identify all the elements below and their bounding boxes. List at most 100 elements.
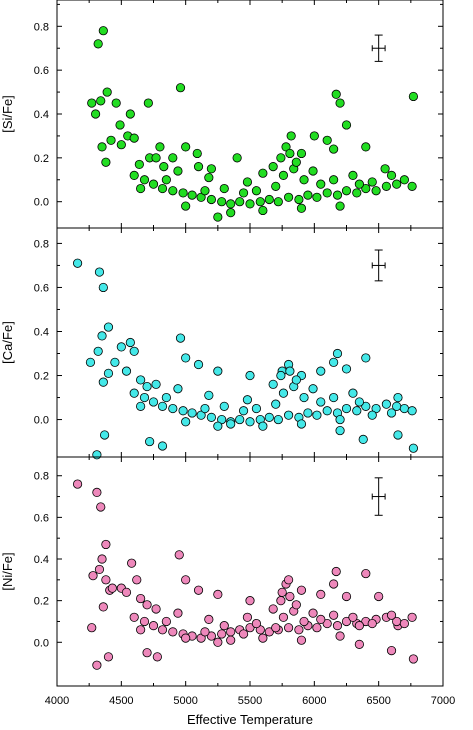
data-point xyxy=(329,357,339,367)
data-point xyxy=(296,148,307,159)
data-point xyxy=(386,646,397,656)
data-point xyxy=(309,131,319,141)
data-point xyxy=(94,267,105,277)
data-point xyxy=(192,148,202,159)
data-point xyxy=(408,654,419,664)
data-point xyxy=(299,175,309,185)
data-point xyxy=(335,98,345,108)
data-point xyxy=(181,417,191,427)
data-point xyxy=(193,162,204,172)
data-point xyxy=(294,194,304,205)
data-point xyxy=(213,637,223,647)
data-point xyxy=(129,133,139,143)
data-point xyxy=(283,575,294,585)
data-point xyxy=(354,397,364,407)
data-point xyxy=(72,479,83,489)
data-point xyxy=(226,208,236,218)
data-point xyxy=(142,600,152,610)
data-point xyxy=(206,194,216,205)
y-tick-label: 0.2 xyxy=(34,596,49,608)
data-point xyxy=(142,648,152,658)
data-point xyxy=(283,623,294,633)
data-point xyxy=(316,614,326,624)
data-point xyxy=(348,612,358,622)
data-point xyxy=(168,403,178,414)
data-point xyxy=(217,197,227,207)
data-point xyxy=(407,612,417,622)
data-point xyxy=(129,612,139,622)
data-point xyxy=(335,414,345,425)
data-point xyxy=(341,616,352,627)
data-point xyxy=(181,353,191,363)
data-point xyxy=(381,181,391,191)
data-point xyxy=(386,170,397,180)
data-point xyxy=(139,392,150,403)
data-point xyxy=(278,388,289,398)
data-point xyxy=(219,183,229,194)
data-point xyxy=(329,144,339,154)
data-point xyxy=(386,408,397,418)
y-tick-label: 0.0 xyxy=(34,415,49,427)
data-point xyxy=(329,579,339,589)
data-point xyxy=(173,608,183,618)
data-point xyxy=(72,258,83,268)
data-point xyxy=(341,120,352,130)
data-point xyxy=(168,627,178,637)
y-tick-label: 0.6 xyxy=(34,282,49,294)
data-point xyxy=(134,159,144,170)
data-point xyxy=(206,164,216,174)
panel-1: 0.0 0.2 0.4 0.6 0.8 [Ca/Fe] xyxy=(0,227,444,460)
data-point xyxy=(129,388,139,398)
data-point xyxy=(173,384,183,394)
data-point xyxy=(159,162,169,172)
data-point xyxy=(331,89,341,99)
data-point xyxy=(291,375,301,385)
data-point xyxy=(278,612,289,622)
data-point xyxy=(285,148,295,159)
data-point xyxy=(268,604,278,614)
data-point xyxy=(92,660,102,670)
data-point xyxy=(101,575,111,585)
data-point xyxy=(148,179,159,189)
y-tick-label: 0.2 xyxy=(34,153,49,165)
data-point xyxy=(136,375,146,385)
data-point xyxy=(361,183,371,194)
data-point xyxy=(258,421,268,431)
data-point xyxy=(332,621,343,631)
data-point xyxy=(93,39,103,49)
data-point xyxy=(354,621,364,631)
data-point xyxy=(181,142,191,152)
data-point xyxy=(245,623,255,633)
data-point xyxy=(286,131,296,141)
data-point xyxy=(145,436,155,447)
data-point xyxy=(204,390,214,400)
data-point xyxy=(341,364,352,374)
data-point xyxy=(312,192,322,202)
data-point xyxy=(129,346,139,356)
data-point xyxy=(358,434,368,444)
data-point xyxy=(226,199,236,209)
data-point xyxy=(157,183,168,194)
data-point xyxy=(127,558,137,568)
data-point xyxy=(361,568,371,579)
data-point xyxy=(294,625,304,635)
data-point xyxy=(100,430,110,440)
data-point xyxy=(251,186,262,196)
data-point xyxy=(98,26,108,36)
data-point xyxy=(335,201,345,211)
data-point xyxy=(245,417,255,427)
data-point xyxy=(407,406,417,416)
data-point xyxy=(296,585,307,595)
data-point xyxy=(332,348,343,359)
data-point xyxy=(316,366,326,376)
y-tick-label: 0.2 xyxy=(34,371,49,383)
data-point xyxy=(181,575,191,585)
data-point xyxy=(296,203,307,213)
y-tick-label: 0.6 xyxy=(34,512,49,524)
data-point xyxy=(303,190,313,200)
data-point xyxy=(407,181,417,191)
data-point xyxy=(303,408,313,418)
data-point xyxy=(285,591,295,602)
y-tick-label: 0.6 xyxy=(34,65,49,77)
